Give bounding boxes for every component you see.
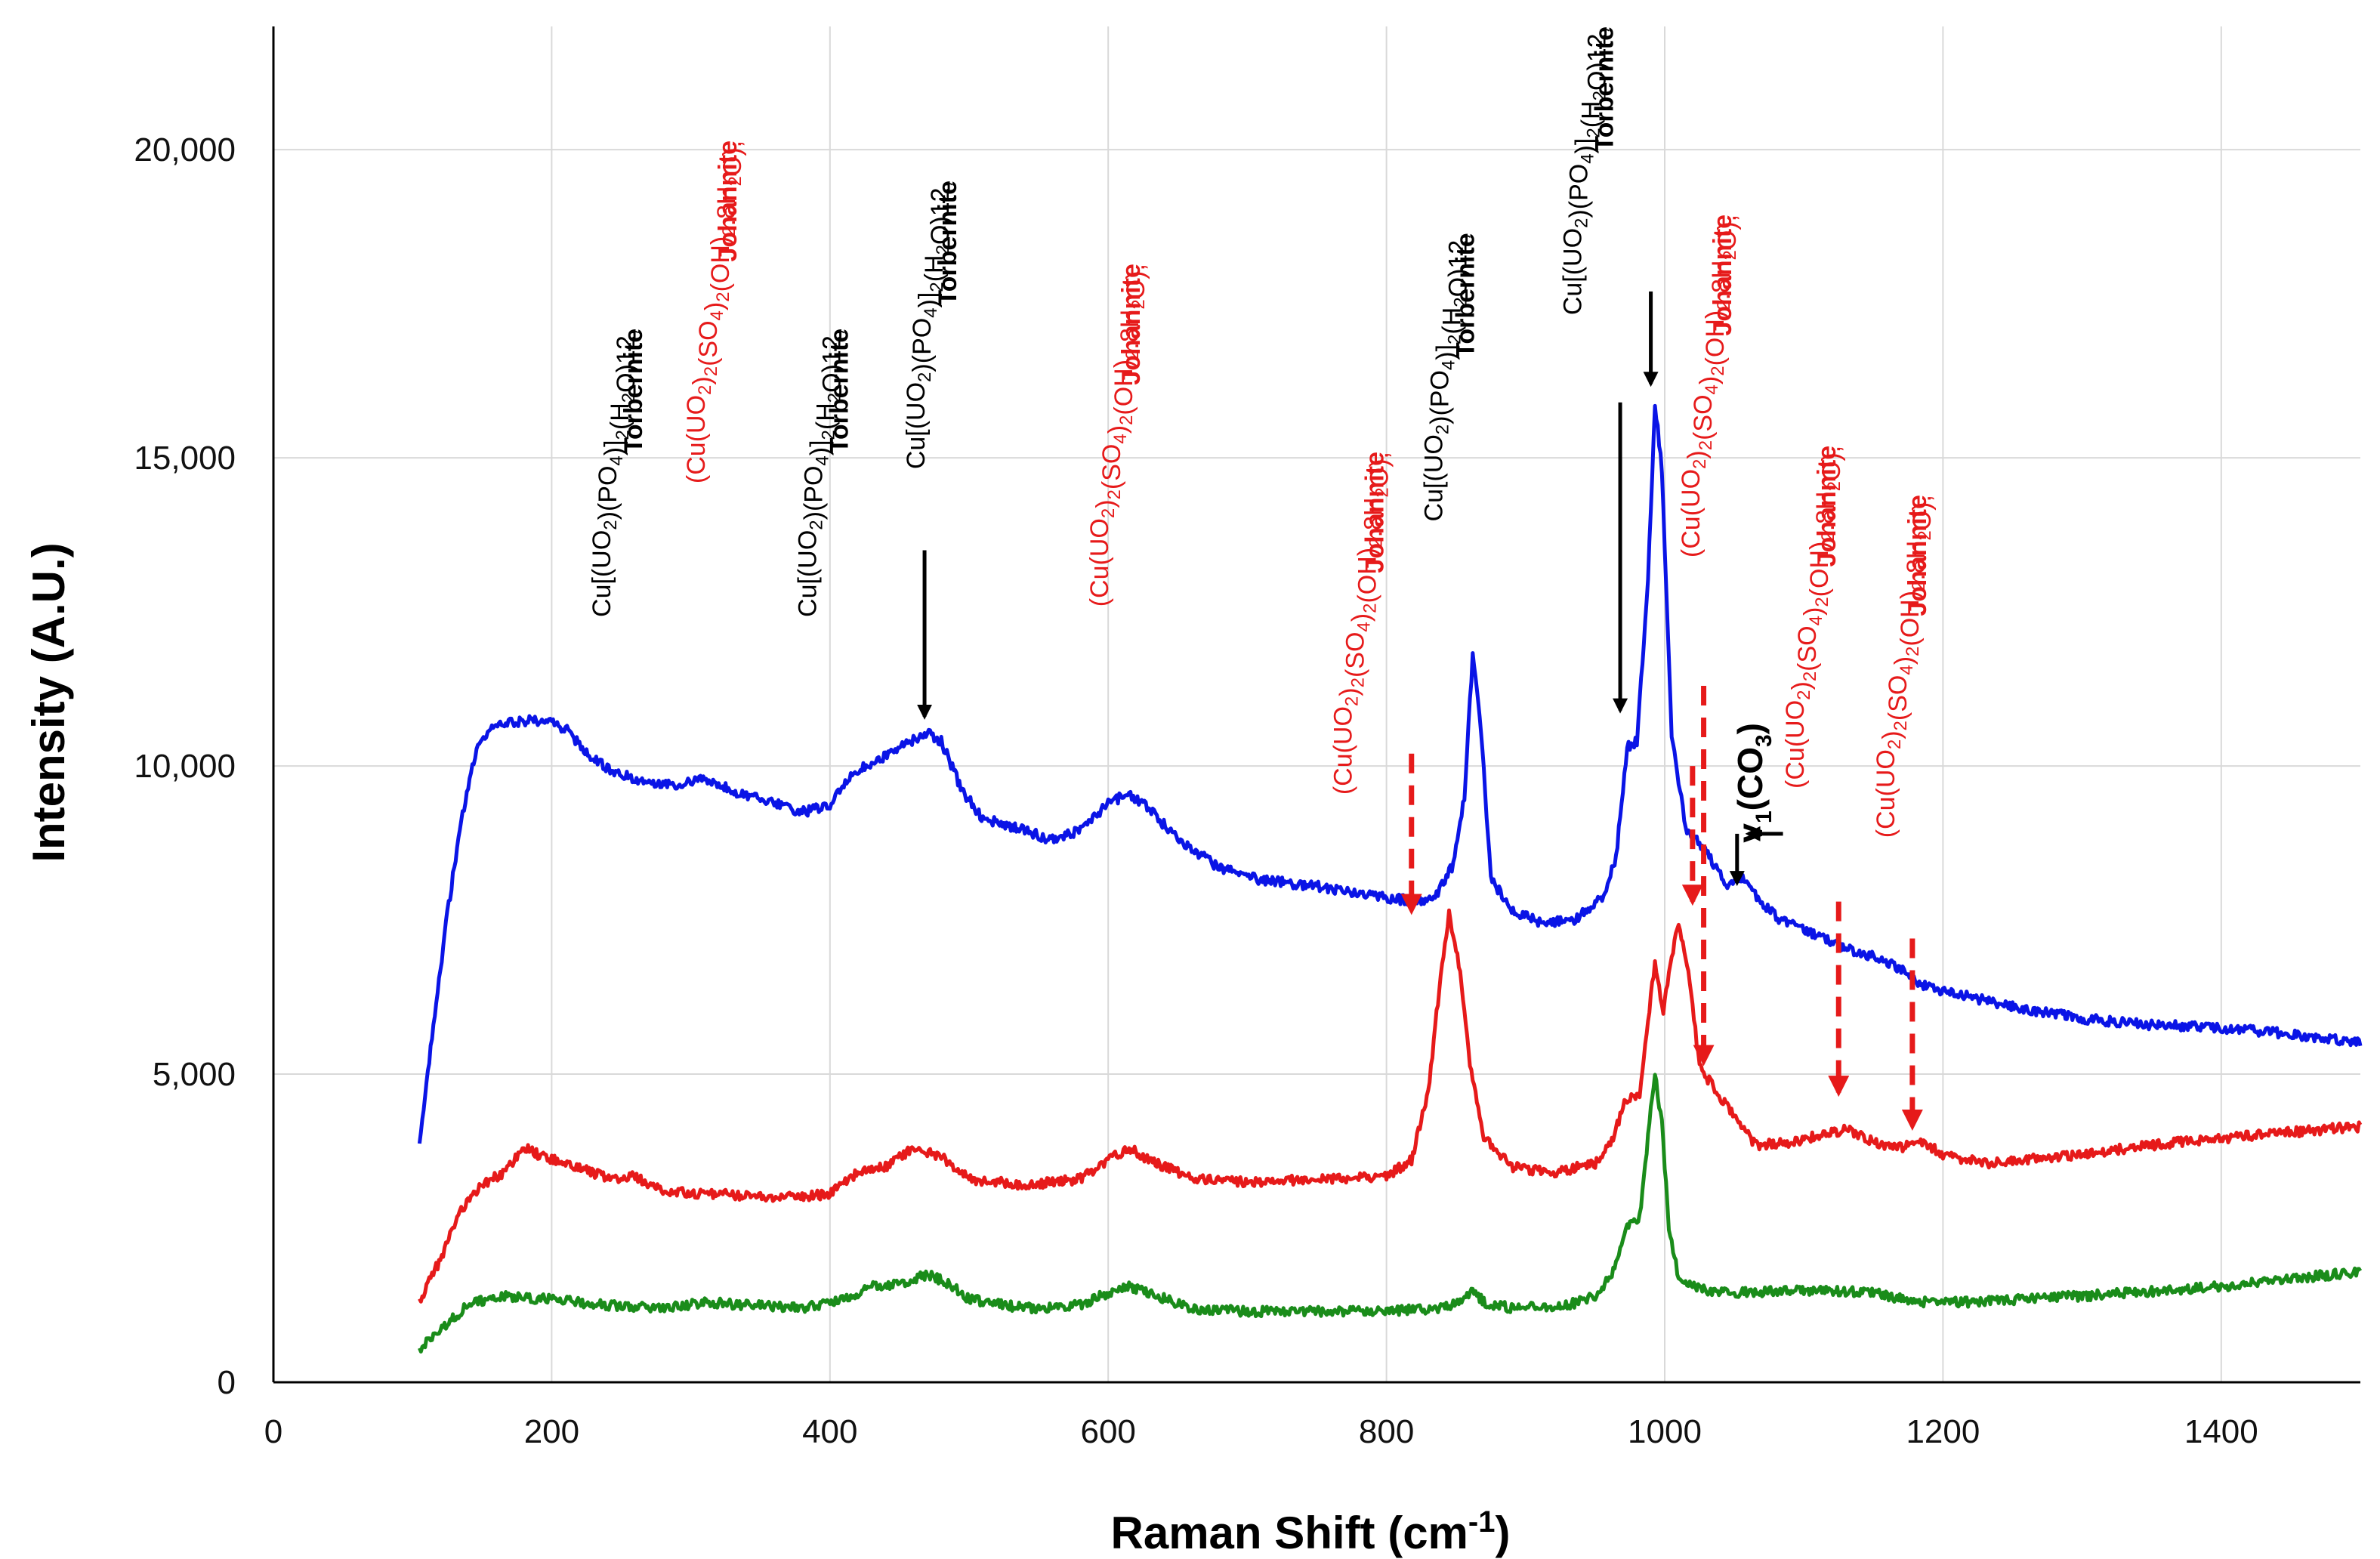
annotation-formula: (Cu(UO2)2(SO4)2(OH)2.8H2O),	[1085, 264, 1150, 607]
annotation-ann5: (Cu(UO2)2(SO4)2(OH)2.8H2O),Johannite	[1085, 264, 1150, 607]
annotation-ann7: Cu[(UO2)(PO4)]2(H2O)12,Torbernite	[1419, 233, 1480, 521]
y-axis-title: Intensity (A.U.)	[23, 542, 74, 862]
annotation-formula: Cu[(UO2)(PO4)]2(H2O)12,	[902, 181, 955, 469]
x-tick-label: 200	[524, 1413, 579, 1450]
annotation-formula: (Cu(UO2)2(SO4)2(OH)2.8H2O),	[1872, 495, 1937, 838]
axes	[272, 26, 2360, 1384]
series-red-line	[418, 908, 2363, 1304]
y-tick-label: 20,000	[134, 131, 236, 168]
annotation-ann9: (Cu(UO2)2(SO4)2(OH)2.8H2O),Johannite	[1677, 215, 1742, 557]
x-tick-label: 1200	[1906, 1413, 1980, 1450]
annotation-formula: (Cu(UO2)2(SO4)2(OH)2.8H2O),	[1677, 215, 1742, 557]
annotation-mineral: Torbernite	[619, 329, 648, 454]
x-tick-label: 800	[1359, 1413, 1414, 1450]
annotation-formula: (Cu(UO2)2(SO4)2(OH)2.8H2O),	[1781, 446, 1846, 789]
y-tick-label: 5,000	[153, 1056, 236, 1093]
x-axis-title: Raman Shift (cm-1)	[1111, 1505, 1511, 1558]
carbonate-label: v1(CO3)	[1730, 723, 1777, 843]
annotation-mineral: Johannite	[1709, 215, 1737, 336]
annotation-formula: Cu[(UO2)(PO4)]2(H2O)12,	[1559, 26, 1612, 315]
y-tick-label: 15,000	[134, 440, 236, 477]
x-tick-label: 0	[264, 1413, 282, 1450]
annotation-mineral: Johannite	[1813, 446, 1841, 567]
annotation-ann4: Cu[(UO2)(PO4)]2(H2O)12,Torbernite	[902, 181, 962, 469]
series-green-line	[418, 1073, 2363, 1354]
annotation-formula: (Cu(UO2)2(SO4)2(OH)2.8H2O),	[682, 140, 747, 483]
annotation-ann8: Cu[(UO2)(PO4)]2(H2O)12,Torbernite	[1559, 26, 1619, 315]
x-tick-label: 1000	[1628, 1413, 1702, 1450]
series-blue-line	[417, 403, 2363, 1144]
annotation-mineral: Johannite	[1903, 495, 1932, 616]
annotation-formula: Cu[(UO2)(PO4)]2(H2O)12,	[588, 329, 641, 617]
annotation-mineral: Johannite	[714, 140, 742, 262]
annotation-ann10: (Cu(UO2)2(SO4)2(OH)2.8H2O),Johannite	[1781, 446, 1846, 789]
annotation-mineral: Johannite	[1361, 452, 1390, 573]
annotation-mineral: Johannite	[1117, 264, 1146, 385]
x-tick-label: 600	[1080, 1413, 1135, 1450]
annotation-ann3: Cu[(UO2)(PO4)]2(H2O)12,Torbernite	[793, 329, 854, 617]
annotation-formula: Cu[(UO2)(PO4)]2(H2O)12,	[793, 329, 846, 617]
series-group	[417, 403, 2363, 1354]
x-tick-label: 1400	[2184, 1413, 2258, 1450]
annotation-mineral: Torbernite	[1451, 233, 1480, 358]
annotation-formula: (Cu(UO2)2(SO4)2(OH)2.8H2O),	[1329, 452, 1394, 795]
annotation-ann2: Cu[(UO2)(PO4)]2(H2O)12,Torbernite	[588, 329, 648, 617]
annotation-ann11: (Cu(UO2)2(SO4)2(OH)2.8H2O),Johannite	[1872, 495, 1937, 838]
annotation-ann6: (Cu(UO2)2(SO4)2(OH)2.8H2O),Johannite	[1329, 452, 1394, 795]
annotation-mineral: Torbernite	[1591, 26, 1619, 152]
annotation-mineral: Torbernite	[934, 181, 962, 306]
annotation-ann1: (Cu(UO2)2(SO4)2(OH)2.8H2O),Johannite	[682, 140, 747, 483]
y-tick-label: 0	[218, 1364, 236, 1401]
annotation-mineral: Torbernite	[825, 329, 854, 454]
annotation-formula: Cu[(UO2)(PO4)]2(H2O)12,	[1419, 233, 1472, 521]
carbonate-text: v1(CO3)	[1730, 723, 1777, 843]
x-tick-label: 400	[802, 1413, 857, 1450]
tick-labels: 0 5,000 10,000 15,000 20,000 0 200 400 600 800 100…	[134, 131, 2258, 1450]
annotations: (Cu(UO2)2(SO4)2(OH)2.8H2O),JohanniteCu[(…	[588, 26, 1937, 1131]
y-tick-label: 10,000	[134, 748, 236, 785]
